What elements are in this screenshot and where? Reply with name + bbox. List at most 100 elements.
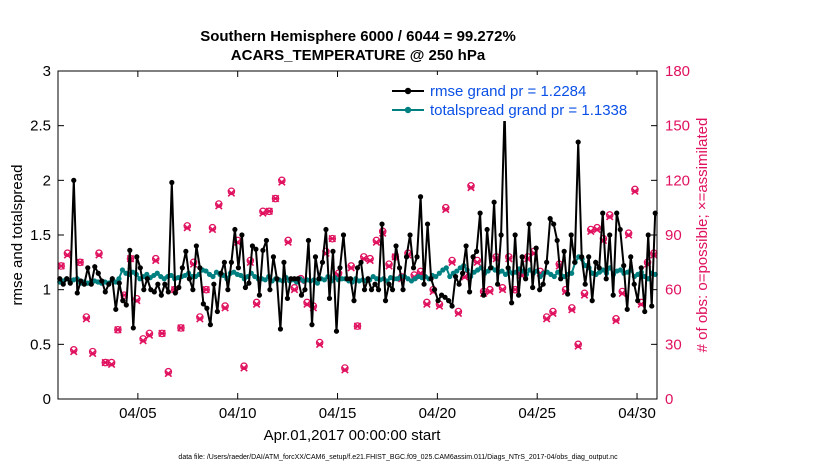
obs-possible-point — [164, 367, 173, 376]
obs-possible-point — [467, 182, 475, 190]
rmse-point — [400, 287, 406, 293]
y-tick-left-label: 0.5 — [30, 336, 51, 353]
obs-possible-point — [145, 329, 154, 338]
rmse-point — [99, 278, 105, 284]
rmse-line — [58, 109, 657, 332]
obs-assimilated-point — [372, 238, 381, 247]
rmse-point — [295, 276, 301, 282]
rmse-point — [624, 306, 630, 312]
rmse-point — [330, 248, 336, 254]
obs-assimilated-point — [139, 336, 147, 345]
rmse-point — [614, 210, 620, 216]
rmse-point — [491, 199, 497, 205]
obs-possible-point — [498, 284, 507, 292]
obs-assimilated-point — [366, 256, 374, 265]
rmse-point — [473, 248, 480, 254]
rmse-point — [123, 302, 129, 308]
rmse-point — [176, 284, 182, 291]
totalspread-point — [499, 268, 505, 274]
rmse-point — [67, 280, 73, 286]
rmse-point — [470, 254, 476, 260]
obs-possible-point — [605, 211, 614, 219]
obs-assimilated-point — [183, 223, 192, 232]
y-tick-left-label: 1.5 — [30, 227, 51, 244]
totalspread-point — [436, 270, 442, 276]
rmse-point — [60, 281, 66, 287]
obs-possible-point — [95, 249, 103, 258]
rmse-point — [393, 243, 399, 249]
chart-subtitle: ACARS_TEMPERATURE @ 250 hPa — [231, 47, 486, 64]
rmse-point — [572, 259, 578, 265]
rmse-point — [116, 280, 122, 286]
y-tick-right-label: 90 — [665, 227, 682, 244]
rmse-point — [274, 276, 280, 282]
rmse-point — [533, 245, 539, 251]
rmse-point — [253, 246, 259, 252]
obs-assimilated-point — [303, 300, 311, 309]
rmse-point — [120, 298, 126, 304]
rmse-point — [638, 265, 644, 271]
obs-assimilated-point — [423, 300, 431, 309]
obs-possible-point — [196, 313, 204, 321]
rmse-point — [540, 281, 546, 287]
obs-possible-point — [423, 298, 431, 307]
totalspread-point — [168, 272, 174, 279]
rmse-point — [179, 265, 185, 271]
rmse-point — [361, 287, 368, 293]
rmse-point — [309, 322, 315, 328]
obs-possible-point — [82, 313, 91, 321]
obs-assimilated-point — [498, 285, 507, 294]
rmse-point — [106, 281, 112, 287]
rmse-point — [463, 243, 469, 249]
rmse-point — [586, 254, 592, 260]
rmse-point — [403, 254, 410, 260]
obs-assimilated-point — [448, 258, 456, 267]
rmse-point — [628, 254, 634, 260]
totalspread-point — [210, 273, 216, 280]
obs-possible-point — [139, 335, 147, 343]
obs-possible-point — [454, 307, 463, 316]
rmse-point — [509, 300, 515, 306]
rmse-point — [326, 295, 333, 302]
rmse-point — [351, 298, 357, 304]
obs-possible-point — [347, 262, 355, 270]
obs-possible-point — [88, 347, 97, 356]
obs-possible-point — [624, 229, 633, 237]
obs-assimilated-point — [385, 262, 393, 270]
obs-possible-point — [574, 340, 582, 349]
rmse-point — [603, 276, 609, 282]
rmse-point — [561, 248, 567, 254]
obs-possible-point — [290, 284, 299, 292]
rmse-point — [260, 247, 266, 253]
obs-possible-point — [315, 338, 324, 347]
y-tick-right-label: 180 — [665, 63, 690, 80]
rmse-point — [481, 292, 487, 298]
obs-assimilated-point — [549, 309, 557, 318]
totalspread-point — [433, 273, 439, 280]
rmse-point — [130, 325, 136, 331]
obs-possible-point — [486, 285, 494, 294]
obs-assimilated-point — [95, 251, 103, 259]
y-tick-right-label: 0 — [665, 391, 673, 408]
obs-assimilated-point — [76, 258, 84, 267]
rmse-point — [64, 276, 70, 282]
rmse-point — [456, 281, 462, 287]
rmse-point — [218, 270, 224, 276]
rmse-point — [162, 281, 168, 287]
rmse-point — [645, 232, 651, 238]
totalspread-point — [119, 267, 126, 273]
totalspread-point — [502, 271, 509, 277]
totalspread-point — [144, 271, 150, 277]
obs-possible-point — [473, 256, 482, 265]
obs-assimilated-point — [486, 287, 494, 296]
obs-possible-point — [208, 223, 217, 232]
y-tick-left-label: 0 — [43, 391, 51, 408]
y-tick-right-label: 150 — [665, 118, 690, 135]
rmse-point — [232, 226, 238, 233]
rmse-point — [368, 287, 375, 293]
rmse-point — [417, 194, 424, 200]
obs-possible-point — [441, 203, 450, 212]
rmse-point — [235, 265, 242, 271]
rmse-point — [211, 281, 217, 287]
